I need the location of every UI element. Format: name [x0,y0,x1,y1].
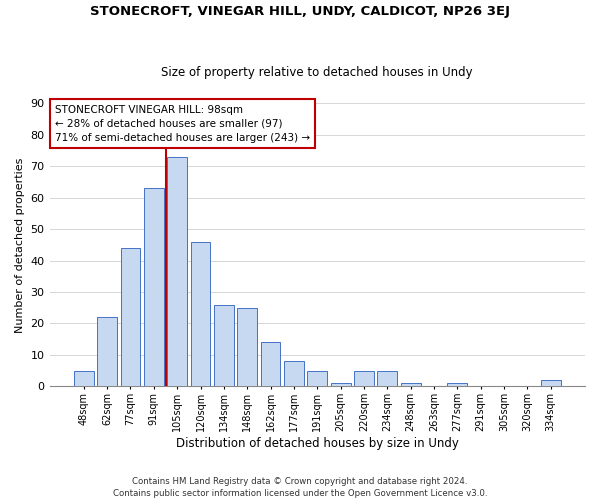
Bar [191,242,211,386]
Bar [541,380,560,386]
Text: STONECROFT, VINEGAR HILL, UNDY, CALDICOT, NP26 3EJ: STONECROFT, VINEGAR HILL, UNDY, CALDICOT… [90,5,510,18]
Bar [307,370,327,386]
Bar [238,308,257,386]
Text: STONECROFT VINEGAR HILL: 98sqm
← 28% of detached houses are smaller (97)
71% of : STONECROFT VINEGAR HILL: 98sqm ← 28% of … [55,104,310,142]
Bar [354,370,374,386]
Bar [448,383,467,386]
Bar [74,370,94,386]
Bar [167,157,187,386]
Bar [331,383,350,386]
X-axis label: Distribution of detached houses by size in Undy: Distribution of detached houses by size … [176,437,459,450]
Bar [144,188,164,386]
Bar [214,304,234,386]
Bar [401,383,421,386]
Title: Size of property relative to detached houses in Undy: Size of property relative to detached ho… [161,66,473,78]
Text: Contains HM Land Registry data © Crown copyright and database right 2024.
Contai: Contains HM Land Registry data © Crown c… [113,476,487,498]
Bar [97,317,117,386]
Bar [284,361,304,386]
Bar [121,248,140,386]
Y-axis label: Number of detached properties: Number of detached properties [15,157,25,332]
Bar [377,370,397,386]
Bar [260,342,280,386]
